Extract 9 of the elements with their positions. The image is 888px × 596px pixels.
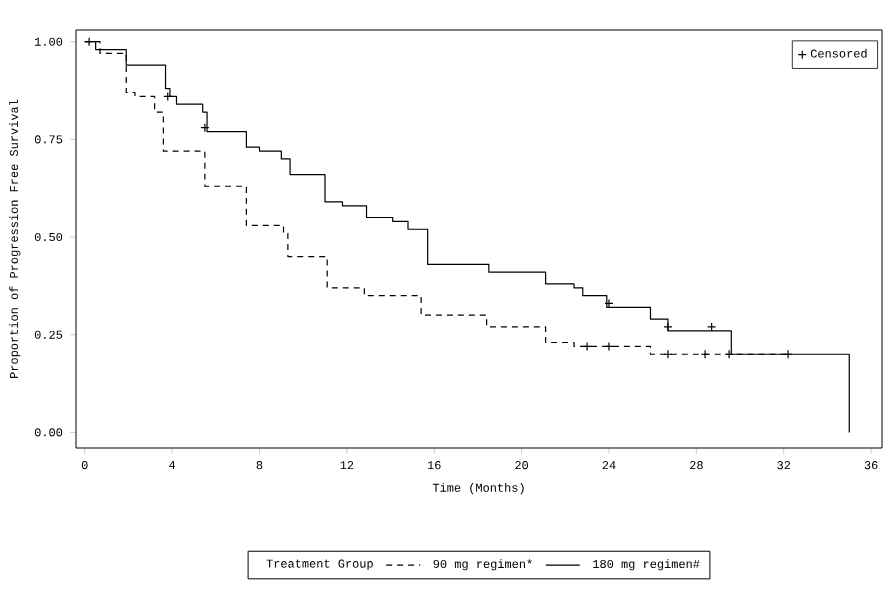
point — [724, 349, 734, 359]
point — [200, 123, 210, 133]
point — [700, 349, 710, 359]
point — [663, 349, 673, 359]
point — [582, 341, 592, 352]
point — [663, 322, 673, 332]
point — [783, 349, 793, 359]
point — [604, 341, 614, 352]
point — [707, 322, 717, 332]
